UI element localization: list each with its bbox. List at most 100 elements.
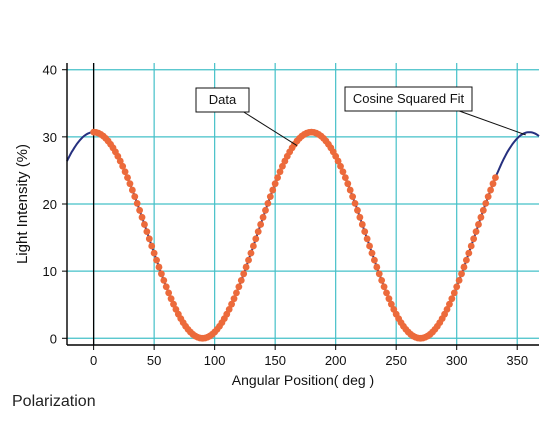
data-point xyxy=(155,263,163,271)
x-tick-label: 300 xyxy=(446,353,468,368)
y-tick-label: 10 xyxy=(43,264,57,279)
data-point xyxy=(346,186,354,194)
data-point xyxy=(477,213,485,221)
axes xyxy=(62,63,539,350)
data-point xyxy=(138,213,146,221)
data-point xyxy=(460,263,468,271)
annotation-box xyxy=(195,87,250,113)
data-point xyxy=(465,249,473,257)
data-point xyxy=(470,235,478,243)
data-point xyxy=(479,206,487,214)
annotation-leader xyxy=(459,110,526,136)
data-point xyxy=(119,162,127,170)
data-point xyxy=(467,242,475,250)
data-point xyxy=(257,221,265,228)
data-point xyxy=(264,199,272,207)
data-point xyxy=(455,277,463,284)
x-tick-label: 150 xyxy=(264,353,286,368)
annotation-label: Data xyxy=(209,92,237,107)
y-tick-label: 20 xyxy=(43,197,57,212)
data-point xyxy=(385,295,393,303)
data-point xyxy=(143,228,151,236)
y-axis-label: Light Intensity (%) xyxy=(14,144,31,264)
data-point xyxy=(240,270,248,278)
data-point xyxy=(271,180,279,188)
data-point xyxy=(228,300,235,308)
data-point xyxy=(148,242,156,250)
data-series xyxy=(90,128,499,342)
data-point xyxy=(126,180,134,188)
data-point xyxy=(363,235,371,243)
data-point xyxy=(242,263,250,271)
caption: Polarization xyxy=(12,393,96,410)
x-tick-label: 250 xyxy=(385,353,407,368)
data-point xyxy=(446,300,453,308)
data-point xyxy=(279,162,286,170)
annotations: Data Cosine Squared Fit xyxy=(195,86,526,147)
x-tick-label: 200 xyxy=(325,353,347,368)
data-point xyxy=(116,157,124,165)
y-tick-label: 30 xyxy=(43,130,57,145)
x-tick-label: 0 xyxy=(90,353,97,368)
data-point xyxy=(245,256,252,264)
data-point xyxy=(339,168,347,176)
data-point xyxy=(448,295,456,303)
data-point xyxy=(237,277,245,284)
data-point xyxy=(458,270,465,278)
data-point xyxy=(141,221,148,228)
data-point xyxy=(269,186,277,194)
data-point xyxy=(492,174,499,181)
data-point xyxy=(262,206,269,214)
data-point xyxy=(230,295,238,303)
annotation-leader xyxy=(243,111,298,147)
annotation-box xyxy=(344,86,473,112)
data-point xyxy=(165,289,173,297)
data-point xyxy=(373,263,381,271)
data-point xyxy=(341,174,349,181)
data-point xyxy=(366,242,373,250)
y-tick-label: 40 xyxy=(43,63,57,78)
data-point xyxy=(482,199,490,207)
data-point xyxy=(380,283,388,291)
data-point xyxy=(475,221,482,228)
annotation-label: Cosine Squared Fit xyxy=(353,91,465,106)
data-point xyxy=(334,157,342,165)
data-point xyxy=(131,193,139,201)
data-point xyxy=(158,270,165,278)
data-point xyxy=(349,193,357,201)
data-point xyxy=(368,249,376,257)
x-tick-label: 100 xyxy=(204,353,226,368)
data-point xyxy=(170,300,177,308)
data-point xyxy=(162,283,170,291)
data-point xyxy=(225,305,233,313)
data-point xyxy=(378,277,386,284)
data-point xyxy=(462,256,470,264)
data-point xyxy=(266,193,274,201)
data-point xyxy=(344,180,352,188)
data-point xyxy=(387,300,395,308)
data-point xyxy=(274,174,281,181)
data-point xyxy=(354,206,361,214)
data-point xyxy=(453,283,461,291)
data-point xyxy=(489,180,497,188)
data-point xyxy=(167,295,175,303)
data-point xyxy=(136,206,144,214)
data-point xyxy=(383,289,390,297)
data-point xyxy=(252,235,260,243)
polarization-chart: 0 50 100 150 200 250 300 350 0 10 20 30 40 Angular P… xyxy=(14,63,540,388)
data-point xyxy=(247,249,255,257)
data-point xyxy=(128,186,136,194)
data-point xyxy=(351,199,359,207)
data-point xyxy=(254,228,262,236)
data-point xyxy=(337,162,344,170)
data-point xyxy=(233,289,240,297)
x-axis-label: Angular Position( deg ) xyxy=(232,372,374,388)
data-point xyxy=(443,305,451,313)
data-point xyxy=(356,213,364,221)
data-point xyxy=(145,235,153,243)
data-point xyxy=(235,283,243,291)
data-point xyxy=(121,168,129,176)
data-point xyxy=(487,186,494,194)
x-tick-label: 50 xyxy=(147,353,161,368)
data-point xyxy=(160,277,168,284)
